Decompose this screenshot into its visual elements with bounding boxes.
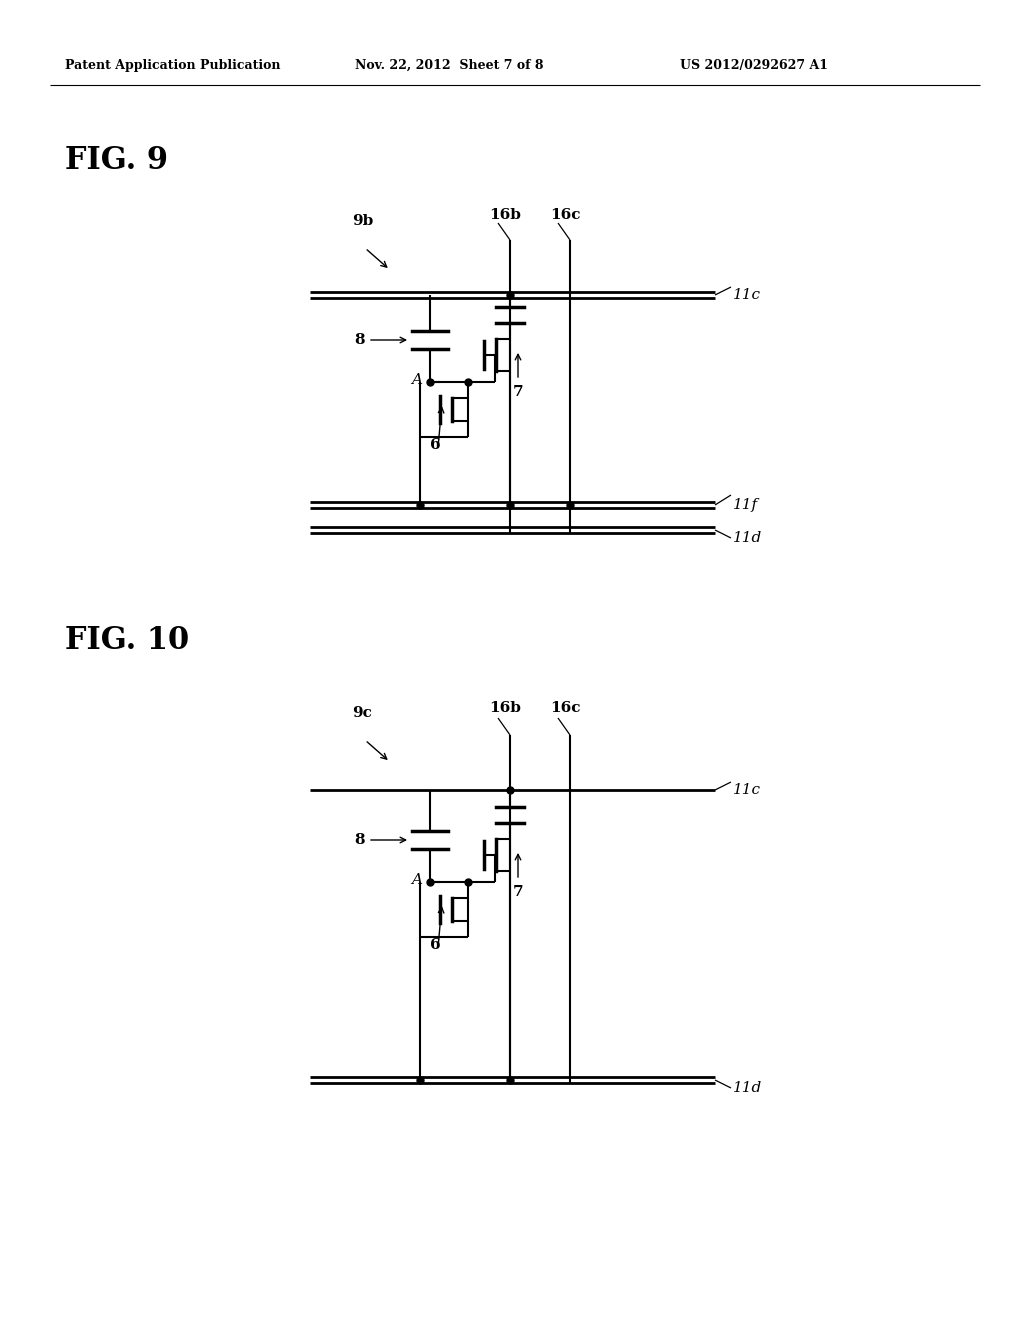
Text: 11d: 11d [733, 1081, 762, 1096]
Text: 11c: 11c [733, 288, 761, 302]
Text: 11d: 11d [733, 531, 762, 545]
Text: A: A [411, 374, 422, 387]
Text: 11c: 11c [733, 783, 761, 797]
Text: US 2012/0292627 A1: US 2012/0292627 A1 [680, 58, 828, 71]
Text: Nov. 22, 2012  Sheet 7 of 8: Nov. 22, 2012 Sheet 7 of 8 [355, 58, 544, 71]
Text: 16c: 16c [550, 209, 581, 222]
Text: 16b: 16b [489, 701, 521, 715]
Text: 8: 8 [354, 833, 365, 847]
Text: 11f: 11f [733, 498, 758, 512]
Text: FIG. 9: FIG. 9 [65, 145, 168, 176]
Text: Patent Application Publication: Patent Application Publication [65, 58, 281, 71]
Text: 16b: 16b [489, 209, 521, 222]
Text: 7: 7 [513, 884, 523, 899]
Text: 9b: 9b [352, 214, 374, 228]
Text: 9c: 9c [352, 706, 372, 719]
Text: 6: 6 [430, 939, 440, 952]
Text: 6: 6 [430, 438, 440, 451]
Text: 7: 7 [513, 385, 523, 399]
Text: FIG. 10: FIG. 10 [65, 624, 189, 656]
Text: A: A [411, 873, 422, 887]
Text: 16c: 16c [550, 701, 581, 715]
Text: 8: 8 [354, 333, 365, 347]
